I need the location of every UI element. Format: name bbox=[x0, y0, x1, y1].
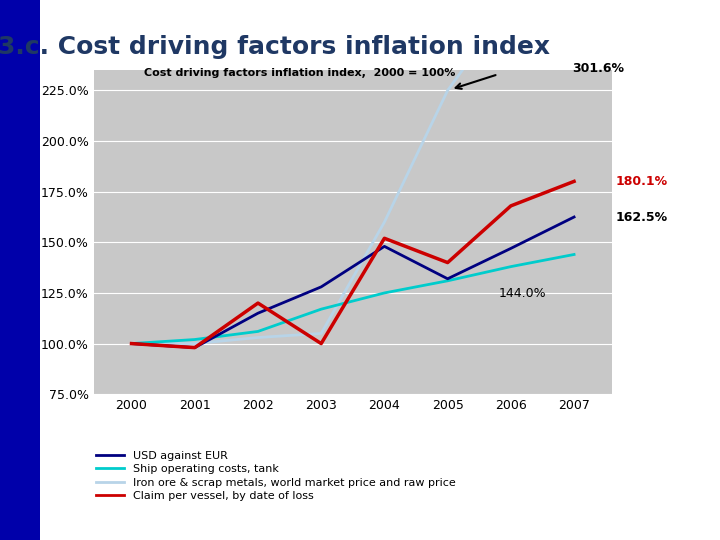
Legend: USD against EUR, Ship operating costs, tank, Iron ore & scrap metals, world mark: USD against EUR, Ship operating costs, t… bbox=[94, 448, 458, 503]
Text: 180.1%: 180.1% bbox=[615, 175, 667, 188]
Text: 144.0%: 144.0% bbox=[498, 287, 546, 300]
Text: Cost driving factors inflation index,  2000 = 100%: Cost driving factors inflation index, 20… bbox=[144, 68, 455, 78]
Text: 162.5%: 162.5% bbox=[615, 211, 667, 224]
Text: 301.6%: 301.6% bbox=[572, 62, 624, 75]
Text: 3.c. Cost driving factors inflation index: 3.c. Cost driving factors inflation inde… bbox=[0, 35, 549, 59]
